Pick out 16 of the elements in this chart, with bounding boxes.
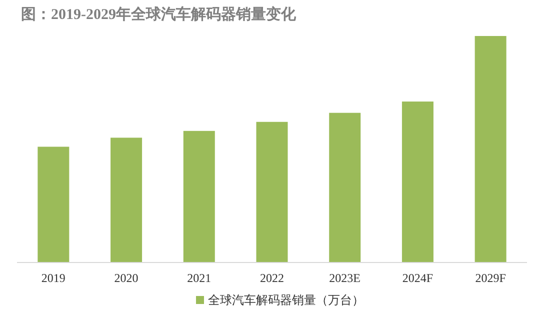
bar xyxy=(183,130,215,262)
x-tick-label: 2023E xyxy=(329,271,361,285)
bar xyxy=(110,138,142,262)
legend-label: 全球汽车解码器销量（万台） xyxy=(208,293,364,307)
x-tick-label: 2024F xyxy=(402,271,434,285)
bar xyxy=(256,122,288,262)
x-tick-label: 2021 xyxy=(187,271,212,285)
bar xyxy=(329,112,361,262)
bar xyxy=(402,102,434,262)
x-tick-label: 2029F xyxy=(475,271,506,285)
bar xyxy=(474,36,506,262)
chart-title: 图：2019-2029年全球汽车解码器销量变化 xyxy=(21,5,297,23)
x-tick-label: 2019 xyxy=(41,271,66,285)
bar xyxy=(38,146,70,262)
x-tick-label: 2020 xyxy=(114,271,138,285)
x-tick-label: 2022 xyxy=(260,271,284,285)
